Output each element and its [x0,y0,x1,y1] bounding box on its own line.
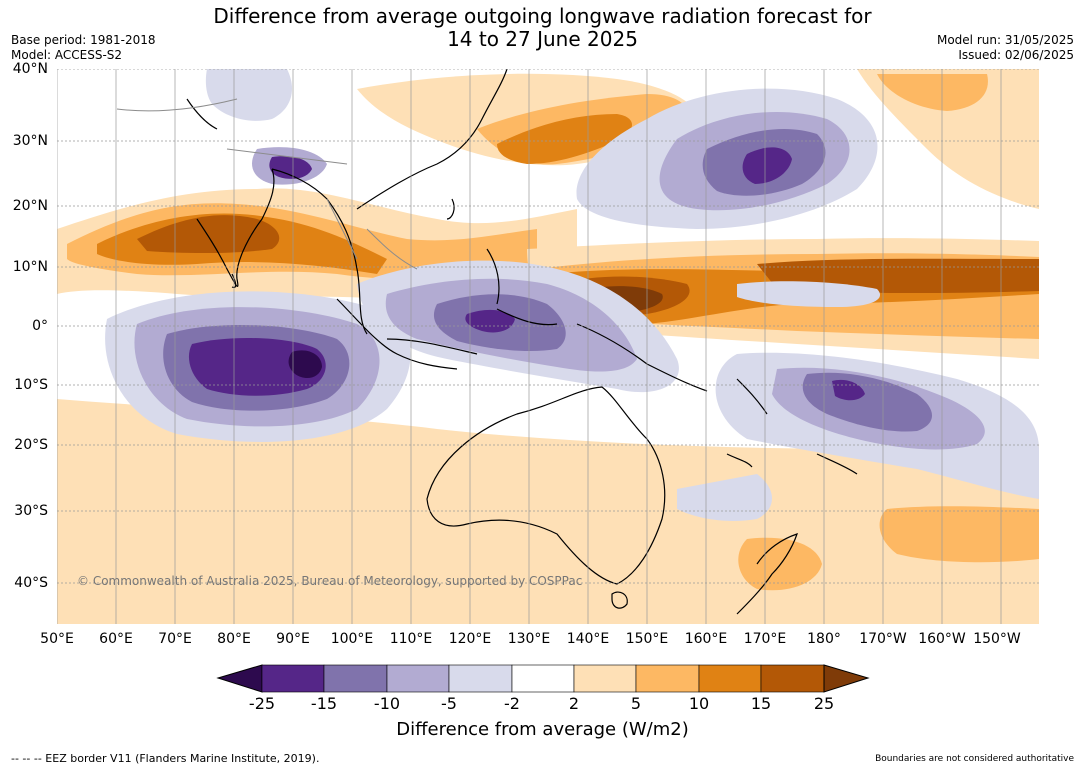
lat-label-30n: 30°N [12,133,48,149]
colorbar-segment-pos5-pos10 [635,664,700,693]
colorbar-tick-neg25: -25 [248,694,276,713]
lat-label-40s: 40°S [14,575,48,591]
lon-label-60e: 60°E [99,631,133,647]
lon-label-70e: 70°E [158,631,192,647]
colorbar-tick-pos25: 25 [813,694,835,713]
lon-label-160w: 160°W [918,631,966,647]
issued-date-label: Issued: 02/06/2025 [958,48,1074,62]
colorbar-tick-neg10: -10 [373,694,401,713]
lat-label-40n: 40°N [12,61,48,77]
colorbar-tick-pos2: 2 [568,694,580,713]
lon-label-150e: 150°E [625,631,669,647]
anomaly-map-canvas [57,69,1039,624]
colorbar-tick-neg2: -2 [504,694,520,713]
colorbar-segment-pos10-pos15 [698,664,762,693]
colorbar-segment-neg15-neg10 [323,664,388,693]
lon-label-110e: 110°E [389,631,433,647]
country-borders [116,98,418,270]
lon-label-160e: 160°E [684,631,728,647]
lon-label-80e: 80°E [217,631,251,647]
lat-label-30s: 30°S [14,503,48,519]
colorbar-tick-pos10: 10 [688,694,710,713]
map-title-line-1: Difference from average outgoing longwav… [213,4,872,28]
boundary-disclaimer: Boundaries are not considered authoritat… [875,754,1074,764]
colorbar-segment-pos15-pos25 [760,664,825,693]
lat-label-10n: 10°N [12,259,48,275]
colorbar-tick-pos15: 15 [750,694,772,713]
colorbar-segment-neg25-neg15 [261,664,325,693]
lon-label-180: 180° [807,631,841,647]
forecast-map [57,69,1039,624]
lat-label-equator: 0° [32,318,48,334]
colorbar-segment-pos2-pos5 [573,664,637,693]
lat-label-10s: 10°S [14,377,48,393]
lon-label-120e: 120°E [448,631,492,647]
colorbar-segment-neg5-neg2 [448,664,513,693]
colorbar-arrow-low [216,664,263,693]
colorbar-tick-neg15: -15 [310,694,338,713]
colorbar-segment-neg10-neg5 [386,664,450,693]
lon-label-150w: 150°W [973,631,1021,647]
copyright-notice: © Commonwealth of Australia 2025, Bureau… [77,574,583,588]
colorbar-tick-pos5: 5 [630,694,642,713]
lon-label-140e: 140°E [566,631,610,647]
colorbar-title: Difference from average (W/m2) [396,719,689,740]
model-label: Model: ACCESS-S2 [11,48,123,62]
lon-label-100e: 100°E [330,631,374,647]
negative-anomaly-regions [105,69,1039,521]
lon-label-130e: 130°E [507,631,551,647]
lat-label-20s: 20°S [14,437,48,453]
base-period-label: Base period: 1981-2018 [11,33,156,47]
eez-border-note: -- -- -- EEZ border V11 (Flanders Marine… [11,752,320,765]
lon-label-170w: 170°W [859,631,907,647]
lon-label-90e: 90°E [276,631,310,647]
colorbar-tick-neg5: -5 [441,694,457,713]
model-run-label: Model run: 31/05/2025 [936,33,1074,47]
meridians [57,69,1002,624]
lat-label-20n: 20°N [12,198,48,214]
colorbar [216,664,870,693]
map-title-line-2: 14 to 27 June 2025 [447,27,638,51]
lon-label-50e: 50°E [40,631,74,647]
colorbar-arrow-high [823,664,870,693]
lon-label-170e: 170°E [743,631,787,647]
colorbar-segment-neg2-pos2 [511,664,575,693]
